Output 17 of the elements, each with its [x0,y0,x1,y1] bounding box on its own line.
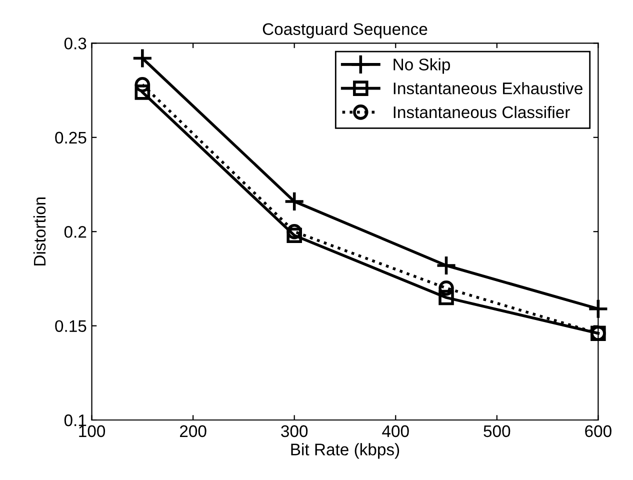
legend-label: Instantaneous Exhaustive [394,82,582,94]
y-tick-label: 0.3 [64,38,86,50]
y-tick-label: 0.1 [64,414,86,426]
y-tick-label: 0.2 [64,226,86,238]
y-tick-label: 0.15 [55,320,86,332]
y-tick-label: 0.25 [55,132,86,144]
x-axis-title: Bit Rate (kbps) [291,443,400,459]
legend-label: No Skip [394,58,450,74]
legend-label: Instantaneous Classifier [394,106,570,118]
x-tick-label: 600 [585,425,612,438]
x-tick-label: 400 [382,425,409,438]
x-tick-label: 500 [484,425,510,438]
chart-title: Coastguard Sequence [262,22,428,38]
x-tick-label: 300 [281,425,308,438]
x-tick-label: 100 [79,425,106,438]
y-axis-title: Distortion [33,197,46,266]
x-tick-label: 200 [180,425,206,438]
